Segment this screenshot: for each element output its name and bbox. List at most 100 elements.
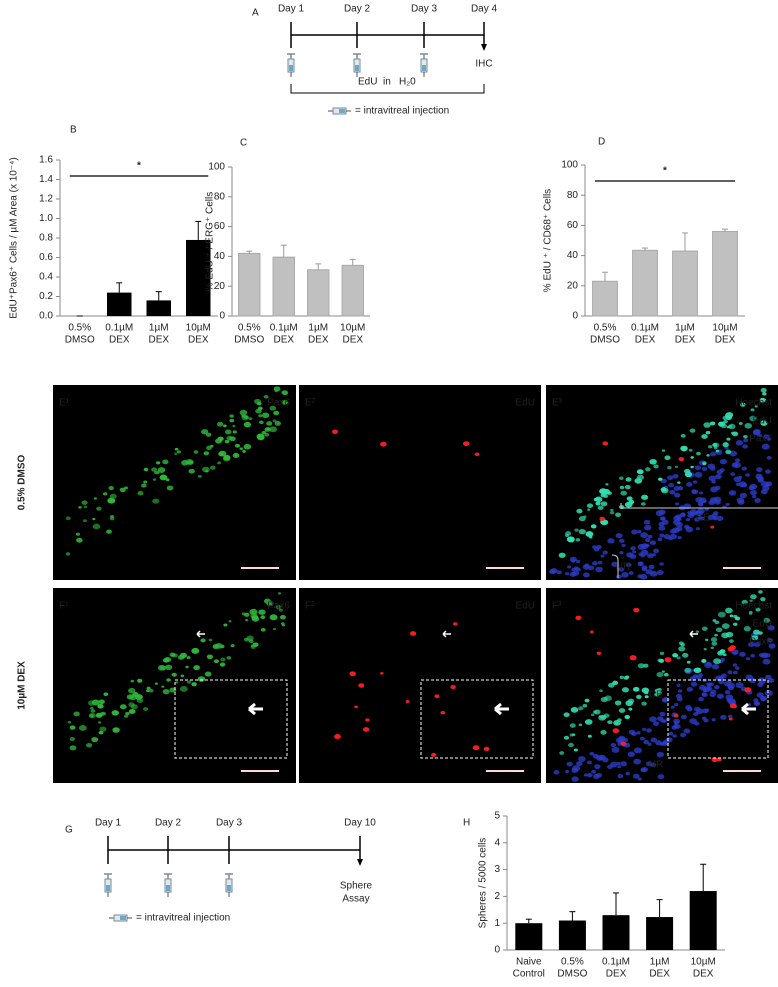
cell [143,467,149,472]
cell [716,627,723,633]
cell [380,441,387,447]
cell [162,459,169,465]
cell [657,537,663,541]
cell [583,773,588,777]
cell [243,421,252,428]
cell [578,756,586,762]
y-tick-label: 100 [208,162,225,173]
cell [157,467,166,473]
cell [224,429,232,435]
cell [281,399,288,405]
cell [226,435,233,441]
micrograph: F³ Hoechst EdU Pax6 CE NR [546,588,778,783]
cell [745,657,751,661]
cell [91,737,99,743]
cell [609,511,615,515]
bar [602,915,630,950]
cell [748,612,753,615]
cell [698,673,704,677]
cell [761,421,766,425]
cell [657,687,662,691]
y-tick-label: 20 [567,280,579,291]
cell [684,468,691,474]
cell [453,622,458,626]
row-label: 0.5% DMSO [17,454,28,510]
cell [758,677,765,682]
cell [672,653,679,658]
cell [633,747,642,754]
cell [281,390,288,395]
x-tick-label: 0.1µM [270,323,298,334]
cell [712,442,720,448]
cell [616,574,622,579]
cell [96,506,102,511]
cell [709,421,716,426]
cell [137,678,143,683]
cell [729,614,734,618]
cell [696,451,701,456]
cell [751,635,759,641]
cell [179,652,187,659]
cell [701,659,707,663]
cell [690,681,698,687]
cell [590,524,597,529]
panel-label: F³ [552,601,562,612]
cell [599,516,605,521]
stain-label: Pax6 [749,434,772,445]
cell [742,444,748,449]
cell [99,726,107,732]
cell [569,723,576,728]
cell [197,676,206,682]
cell [598,715,602,718]
panel-letter: G [65,825,73,836]
cell [636,694,642,699]
panel-label: E³ [552,398,563,409]
cell [590,713,595,717]
cell [156,471,160,475]
y-tick-label: 20 [214,281,226,292]
cell [260,628,266,632]
cell [250,612,258,619]
cell [694,721,700,726]
significance-mark: * [663,166,667,177]
micrograph-background [299,385,541,580]
inset-box [420,679,534,759]
cell [750,408,755,412]
cell [759,397,766,403]
x-tick-label: DMSO [590,335,620,346]
cell [568,742,574,748]
cell [595,566,603,573]
cell [621,572,629,578]
cell [365,718,370,722]
cell [731,462,739,468]
cell [563,735,570,740]
y-axis-label: % EdU ⁺ / ERG⁺ Cells [205,192,216,291]
cell [88,712,96,719]
cell [622,738,629,743]
cell [714,633,718,637]
cell [583,572,590,578]
cell [123,714,129,718]
cell [185,665,189,669]
arrow [689,630,698,638]
cell [701,466,708,472]
stain-label: Hoechst [735,601,772,612]
cell [735,482,741,486]
cell [672,734,677,738]
cell [672,473,679,479]
cell [668,731,674,736]
cell [657,774,665,780]
cell [272,627,277,631]
cell [661,449,666,452]
cell [143,707,149,711]
syringe-fluid [106,885,110,891]
cell [658,658,665,663]
cell [585,531,594,538]
cell [758,590,763,594]
x-tick-label: 0.1µM [602,957,630,968]
cell [631,529,638,535]
cell [187,680,192,684]
cell [434,694,440,699]
cell [217,436,224,442]
cell [687,513,695,519]
